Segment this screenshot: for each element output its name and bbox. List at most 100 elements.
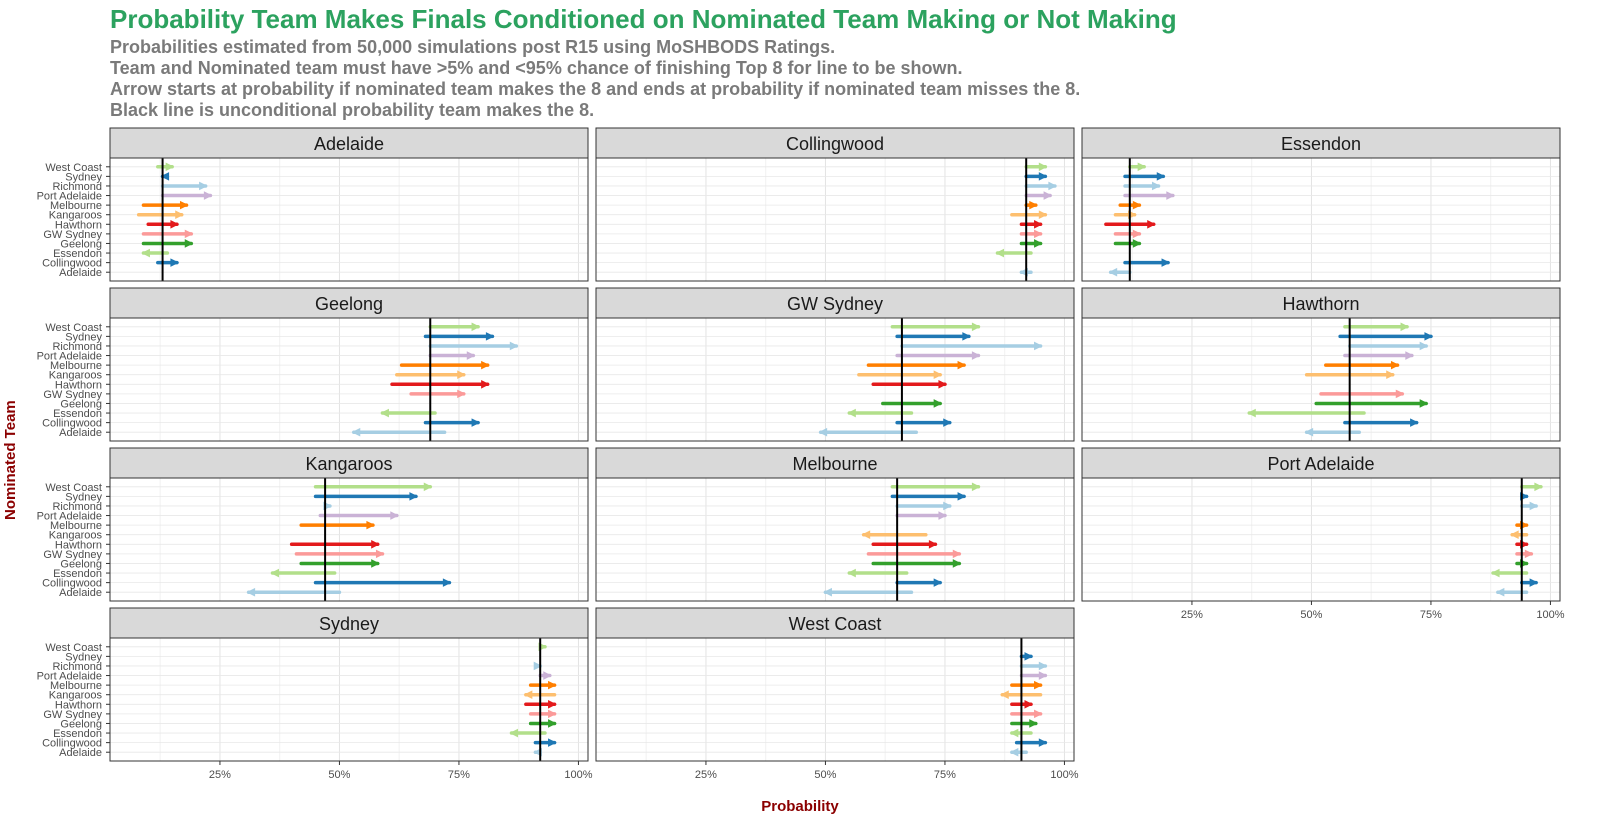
facet-title-sydney: Sydney — [319, 614, 379, 634]
facet-title-adelaide: Adelaide — [314, 134, 384, 154]
y-tick-label: West Coast — [45, 162, 102, 174]
y-tick-label: West Coast — [45, 322, 102, 334]
arrow-head-hawthorn — [170, 219, 180, 229]
arrow-head-melbourne — [957, 360, 967, 370]
arrow-head-essendon — [509, 728, 519, 738]
y-tick-label: Geelong — [60, 398, 102, 410]
subtitle-line-4: Black line is unconditional probability … — [110, 100, 595, 120]
arrow-head-gw-sydney — [184, 229, 194, 239]
arrow-head-kangaroos — [933, 370, 943, 380]
arrow-head-port-adelaide — [466, 351, 476, 360]
x-tick-label: 75% — [448, 769, 470, 781]
arrow-head-collingwood — [548, 738, 557, 747]
y-tick-label: Geelong — [60, 238, 102, 250]
arrow-head-collingwood — [1161, 258, 1171, 267]
arrow-head-port-adelaide — [938, 511, 948, 520]
x-tick-label: 100% — [1050, 769, 1078, 781]
facet-title-kangaroos: Kangaroos — [305, 454, 392, 474]
y-tick-label: Hawthorn — [55, 699, 102, 711]
y-tick-label: Collingwood — [42, 258, 102, 270]
arrow-head-richmond — [1151, 181, 1161, 191]
arrow-head-adelaide — [1108, 267, 1118, 277]
arrow-head-hawthorn — [548, 699, 557, 709]
arrow-head-essendon — [847, 408, 856, 418]
arrow-head-sydney — [1038, 172, 1048, 181]
y-tick-label: Hawthorn — [55, 539, 102, 551]
y-tick-label: Hawthorn — [55, 379, 102, 391]
arrow-head-collingwood — [471, 418, 481, 427]
arrow-head-gw-sydney — [457, 389, 466, 399]
panel-border-adelaide — [109, 157, 589, 282]
y-tick-label: Melbourne — [50, 360, 102, 372]
arrow-head-west-coast — [471, 322, 481, 332]
arrow-head-collingwood — [1529, 578, 1539, 587]
x-tick-label: 50% — [328, 769, 350, 781]
y-tick-label: Sydney — [65, 491, 102, 503]
arrow-head-richmond — [533, 661, 543, 671]
y-tick-label: West Coast — [45, 642, 102, 654]
x-tick-label: 25% — [1181, 609, 1203, 621]
arrow-head-collingwood — [943, 418, 952, 427]
panel-border-west-coast — [595, 637, 1075, 762]
x-tick-label: 25% — [209, 769, 231, 781]
y-tick-label: Richmond — [52, 181, 102, 193]
y-tick-label: Geelong — [60, 718, 102, 730]
y-tick-label: Adelaide — [59, 747, 102, 759]
arrow-head-gw-sydney — [548, 709, 557, 719]
arrow-head-collingwood — [1410, 418, 1419, 427]
arrow-head-kangaroos — [175, 210, 184, 220]
arrow-head-essendon — [1247, 408, 1256, 418]
arrow-head-essendon — [141, 248, 150, 258]
arrow-head-richmond — [199, 181, 208, 191]
facet-strip-collingwood — [595, 127, 1075, 159]
facet-title-gw-sydney: GW Sydney — [787, 294, 883, 314]
panel-border-essendon — [1081, 157, 1561, 282]
x-tick-label: 75% — [934, 769, 956, 781]
panel-border-port-adelaide — [1081, 477, 1561, 602]
x-tick-label: 100% — [1536, 609, 1564, 621]
x-tick-label: 75% — [1420, 609, 1442, 621]
chart-title: Probability Team Makes Finals Conditione… — [110, 4, 1177, 34]
y-tick-label: Essendon — [53, 728, 102, 740]
facet-title-port-adelaide: Port Adelaide — [1267, 454, 1374, 474]
panel-bg-sydney — [110, 638, 588, 761]
arrow-head-adelaide — [246, 587, 256, 597]
y-tick-label: Port Adelaide — [37, 671, 102, 683]
arrow-head-sydney — [1156, 172, 1166, 181]
arrow-head-hawthorn — [928, 539, 938, 549]
y-tick-label: Adelaide — [59, 587, 102, 599]
facet-title-geelong: Geelong — [315, 294, 383, 314]
arrow-head-melbourne — [1132, 200, 1142, 210]
x-tick-label: 50% — [1300, 609, 1322, 621]
panel-bg-kangaroos — [110, 478, 588, 601]
subtitle-line-3: Arrow starts at probability if nominated… — [110, 79, 1081, 99]
arrow-head-kangaroos — [861, 530, 871, 540]
arrow-head-west-coast — [1038, 162, 1048, 172]
x-tick-label: 25% — [695, 769, 717, 781]
arrow-head-hawthorn — [1147, 219, 1156, 229]
panel-bg-melbourne — [596, 478, 1074, 601]
arrow-head-melbourne — [1390, 360, 1400, 370]
arrow-head-west-coast — [423, 482, 433, 492]
panel-border-hawthorn — [1081, 317, 1561, 442]
x-tick-label: 100% — [564, 769, 592, 781]
arrow-head-adelaide — [1304, 427, 1314, 437]
y-tick-label: Hawthorn — [55, 219, 102, 231]
arrow-head-hawthorn — [371, 539, 380, 549]
subtitle-line-1: Probabilities estimated from 50,000 simu… — [110, 37, 836, 57]
facet-strip-melbourne — [595, 447, 1075, 479]
facet-strip-gw-sydney — [595, 287, 1075, 319]
arrow-head-kangaroos — [1386, 370, 1395, 380]
arrow-head-essendon — [995, 248, 1005, 258]
y-tick-label: GW Sydney — [43, 229, 102, 241]
arrow-head-sydney — [962, 332, 971, 341]
y-tick-label: Port Adelaide — [37, 511, 102, 523]
arrow-head-gw-sydney — [1034, 709, 1043, 719]
panel-border-kangaroos — [109, 477, 589, 602]
panel-bg-gw-sydney — [596, 318, 1074, 441]
arrow-head-adelaide — [351, 427, 361, 437]
arrow-head-adelaide — [818, 427, 828, 437]
y-tick-label: Kangaroos — [49, 690, 103, 702]
y-tick-label: Melbourne — [50, 520, 102, 532]
arrow-head-essendon — [1490, 568, 1500, 578]
